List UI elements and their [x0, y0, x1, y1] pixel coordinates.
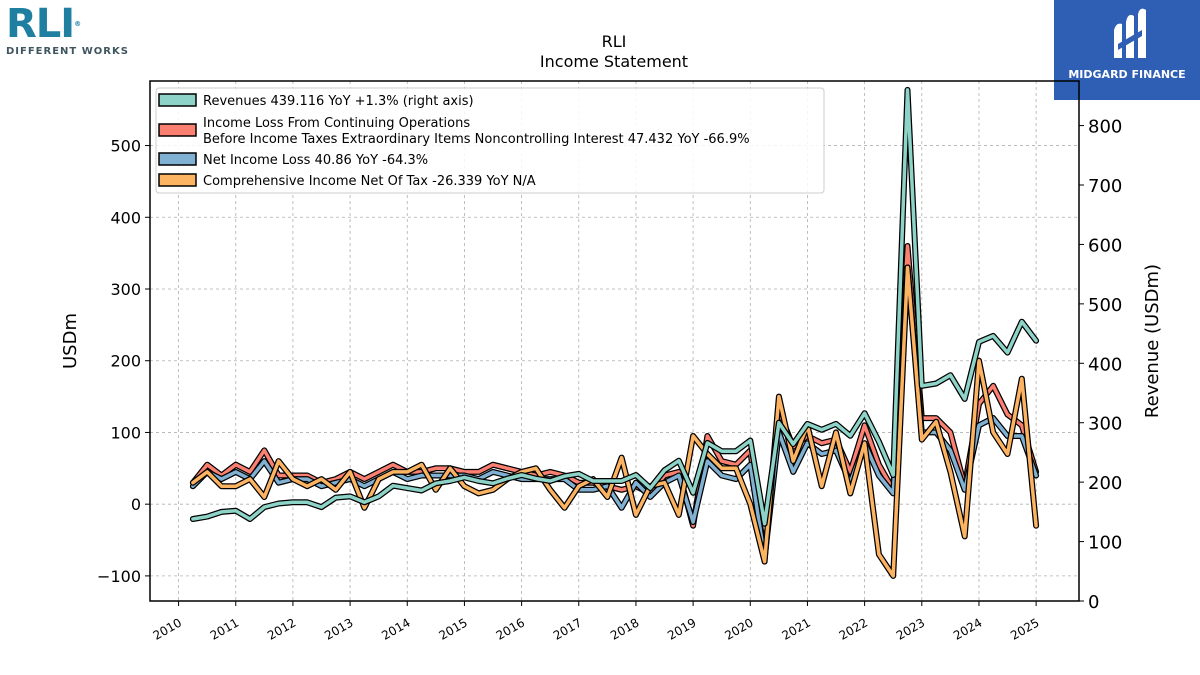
- plot-frame: [149, 80, 1080, 602]
- chart-title: RLI: [602, 32, 627, 51]
- y-tick-label-right: 100: [1088, 533, 1122, 554]
- x-tick-label: 2019: [665, 615, 698, 642]
- rli-logo-text: RLI: [6, 1, 75, 47]
- legend-swatch: [158, 123, 197, 137]
- chart-subtitle: Income Statement: [540, 52, 688, 71]
- y-tick-label-right: 700: [1088, 176, 1122, 197]
- legend-label-line: Revenues 439.116 YoY +1.3% (right axis): [203, 94, 474, 109]
- y-axis-label-right: Revenue (USDm): [1142, 264, 1163, 418]
- y-tick-label-right: 200: [1088, 473, 1122, 494]
- legend-swatch: [158, 152, 197, 166]
- series-line: [191, 265, 1038, 578]
- x-tick-label: 2014: [379, 615, 412, 642]
- y-tick-label-left: 300: [110, 280, 141, 299]
- y-tick-label-left: 500: [110, 137, 141, 156]
- y-tick-label-right: 0: [1088, 592, 1099, 613]
- y-tick-label-left: 100: [110, 423, 141, 442]
- rli-logo-tagline: DIFFERENT WORKS: [6, 46, 129, 57]
- x-tick-label: 2020: [722, 615, 755, 642]
- y-axis-label-left: USDm: [60, 313, 81, 369]
- legend-label: Comprehensive Income Net Of Tax -26.339 …: [203, 174, 536, 189]
- legend-box: [155, 87, 825, 194]
- rli-logo-reg: ®: [74, 20, 81, 28]
- x-tick-label: 2013: [322, 615, 355, 642]
- x-tick-label: 2021: [779, 615, 812, 642]
- legend-label-line: Net Income Loss 40.86 YoY -64.3%: [203, 153, 428, 168]
- x-tick-label: 2018: [608, 615, 641, 642]
- y-tick-label-right: 300: [1088, 414, 1122, 435]
- y-tick-label-left: 0: [131, 495, 141, 514]
- legend-label: Income Loss From Continuing Operations Be…: [203, 116, 750, 147]
- x-tick-label: 2024: [951, 615, 984, 642]
- y-tick-label-right: 600: [1088, 235, 1122, 256]
- x-tick-label: 2022: [837, 615, 870, 642]
- legend-swatch: [158, 93, 197, 107]
- midgard-emblem-icon: [1114, 8, 1146, 59]
- legend-label: Revenues 439.116 YoY +1.3% (right axis): [203, 94, 474, 109]
- x-tick-label: 2025: [1008, 615, 1041, 642]
- y-tick-label-right: 800: [1088, 117, 1122, 138]
- rli-logo: RLI® DIFFERENT WORKS: [6, 4, 146, 57]
- y-tick-label-right: 400: [1088, 354, 1122, 375]
- x-tick-label: 2015: [436, 615, 469, 642]
- midgard-finance-text: MIDGARD FINANCE: [1068, 68, 1186, 81]
- y-tick-label-left: −100: [97, 567, 141, 586]
- y-tick-label-left: 200: [110, 352, 141, 371]
- y-tick-label-left: 400: [110, 208, 141, 227]
- legend-swatch: [158, 173, 197, 187]
- legend-label-line: Income Loss From Continuing Operations: [203, 116, 470, 131]
- legend-label-line: Comprehensive Income Net Of Tax -26.339 …: [203, 174, 536, 189]
- x-tick-label: 2017: [551, 615, 584, 642]
- x-tick-label: 2023: [894, 615, 927, 642]
- series-line: [191, 88, 1038, 526]
- series-lines: [189, 86, 1040, 579]
- x-tick-label: 2010: [151, 615, 184, 642]
- legend: Revenues 439.116 YoY +1.3% (right axis) I…: [155, 87, 825, 194]
- legend-label: Net Income Loss 40.86 YoY -64.3%: [203, 153, 428, 168]
- x-tick-label: 2016: [494, 615, 527, 642]
- series-3: [189, 264, 1040, 579]
- x-tick-label: 2011: [208, 615, 241, 642]
- y-tick-label-right: 500: [1088, 295, 1122, 316]
- x-tick-label: 2012: [265, 615, 298, 642]
- legend-label-line: Before Income Taxes Extraordinary Items …: [203, 132, 750, 147]
- series-0: [189, 86, 1040, 527]
